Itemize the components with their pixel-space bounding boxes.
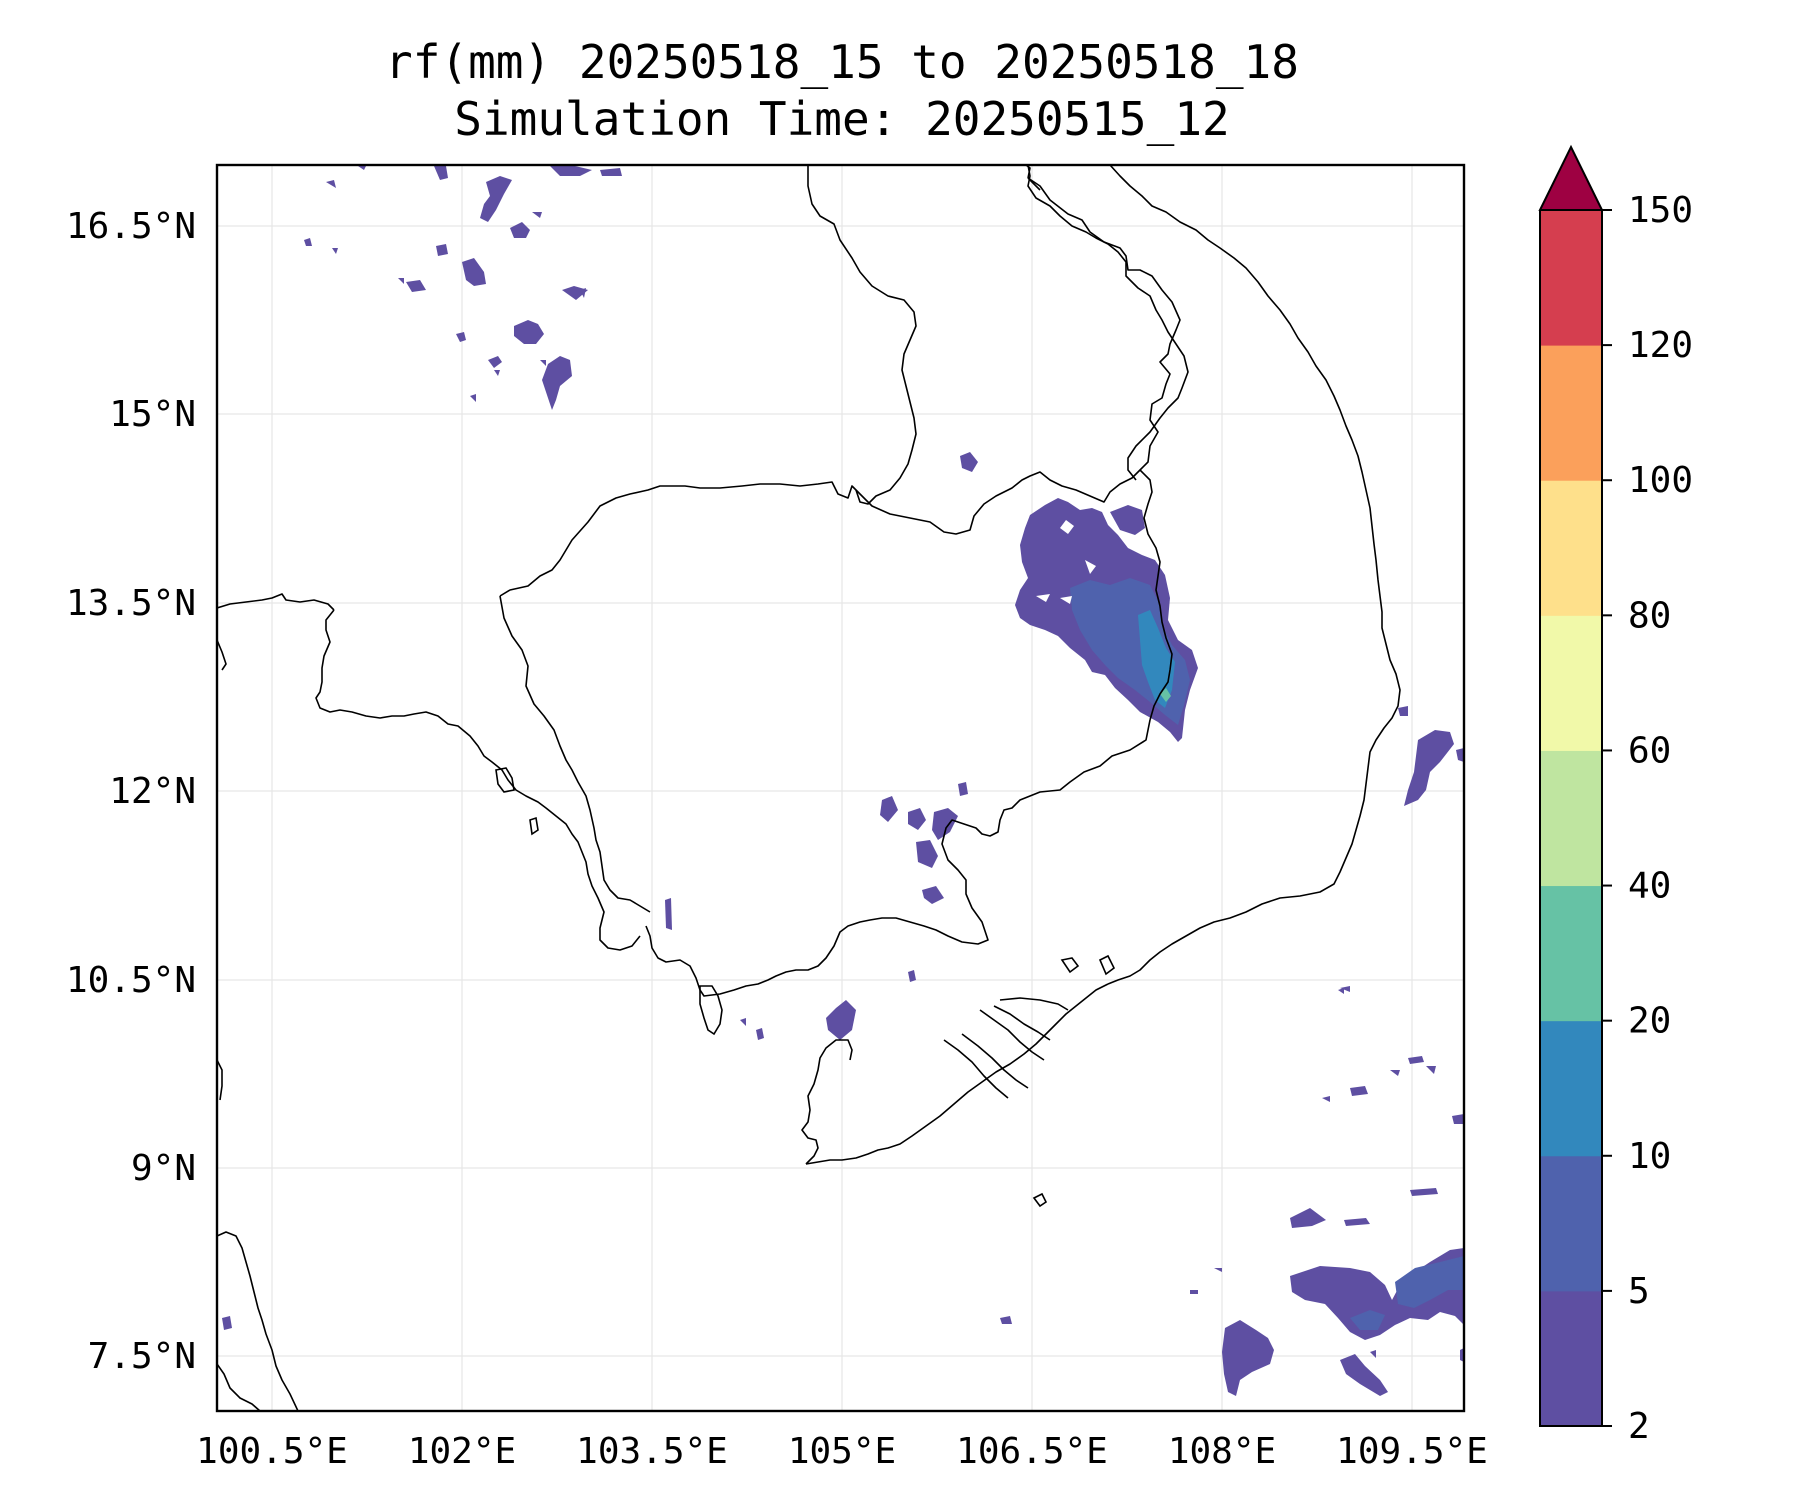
lat-tick-label: 13.5°N bbox=[66, 583, 196, 624]
colorbar-bin bbox=[1540, 480, 1602, 616]
colorbar-bin bbox=[1540, 1155, 1602, 1292]
colorbar-bin bbox=[1540, 1290, 1602, 1427]
lat-tick-label: 12°N bbox=[109, 771, 196, 812]
rainfall-contours bbox=[222, 166, 1464, 1396]
colorbar-bin bbox=[1540, 750, 1602, 887]
lon-tick-label: 106.5°E bbox=[956, 1431, 1108, 1472]
lon-tick-label: 109.5°E bbox=[1336, 1431, 1488, 1472]
lat-tick-label: 15°N bbox=[109, 394, 196, 435]
lon-tick-label: 102°E bbox=[408, 1431, 516, 1472]
lat-tick-label: 9°N bbox=[131, 1148, 196, 1189]
colorbar-bin bbox=[1540, 1020, 1602, 1157]
colorbar-tick-label: 80 bbox=[1628, 595, 1671, 636]
lon-tick-label: 100.5°E bbox=[196, 1431, 348, 1472]
colorbar-tick-label: 150 bbox=[1628, 190, 1693, 231]
vietnam-coast bbox=[1107, 165, 1401, 985]
coastlines-borders bbox=[217, 165, 1401, 1411]
colorbar-tick-label: 10 bbox=[1628, 1136, 1671, 1177]
rain-20mm-spot bbox=[1160, 688, 1171, 702]
colorbar-frame bbox=[1539, 210, 1603, 1427]
lon-tick-label: 103.5°E bbox=[576, 1431, 728, 1472]
lat-tick-label: 16.5°N bbox=[66, 206, 196, 247]
lon-tick-label: 105°E bbox=[788, 1431, 896, 1472]
map-subtitle: Simulation Time: 20250515_12 bbox=[454, 92, 1229, 146]
lat-tick-label: 10.5°N bbox=[66, 960, 196, 1001]
map-panel[interactable]: 16.5°N 15°N 13.5°N 12°N 10.5°N 9°N 7.5°N… bbox=[66, 163, 1488, 1472]
lon-tick-label: 108°E bbox=[1168, 1431, 1276, 1472]
colorbar-bin bbox=[1540, 885, 1602, 1022]
colorbar-bin bbox=[1540, 210, 1602, 346]
map-title: rf(mm) 20250518_15 to 20250518_18 bbox=[385, 35, 1299, 89]
colorbar-tick-label: 60 bbox=[1628, 730, 1671, 771]
colorbar-bin bbox=[1540, 345, 1602, 481]
colorbar: 2 5 10 20 40 60 80 100 120 150 bbox=[1538, 144, 1693, 1447]
colorbar-tick-label: 120 bbox=[1628, 325, 1693, 366]
map-background bbox=[217, 165, 1464, 1411]
colorbar-tick-label: 40 bbox=[1628, 866, 1671, 907]
colorbar-tick-label: 2 bbox=[1628, 1406, 1650, 1447]
colorbar-tick-label: 20 bbox=[1628, 1001, 1671, 1042]
rain-10mm-band bbox=[1138, 610, 1175, 708]
colorbar-tick-label: 5 bbox=[1628, 1271, 1650, 1312]
colorbar-bin bbox=[1540, 615, 1602, 751]
lon-tick-labels: 100.5°E 102°E 103.5°E 105°E 106.5°E 108°… bbox=[196, 1431, 1488, 1472]
lat-tick-label: 7.5°N bbox=[88, 1336, 196, 1377]
colorbar-tick-label: 100 bbox=[1628, 460, 1693, 501]
map-frame bbox=[215, 163, 1466, 1413]
colorbar-extend-arrow bbox=[1538, 144, 1604, 211]
lat-tick-labels: 16.5°N 15°N 13.5°N 12°N 10.5°N 9°N 7.5°N bbox=[66, 206, 196, 1377]
cambodia-border bbox=[499, 177, 1181, 597]
